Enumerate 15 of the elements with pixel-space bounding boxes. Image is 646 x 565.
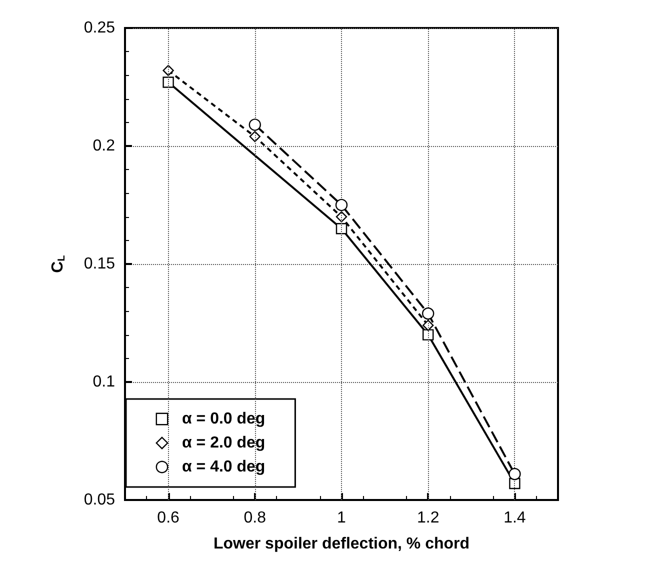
legend-label: α = 2.0 deg xyxy=(182,434,266,452)
x-tick-label: 1.2 xyxy=(416,510,440,526)
x-tick-label: 1 xyxy=(337,510,346,526)
legend-label: α = 0.0 deg xyxy=(182,410,266,428)
y-axis-title: CL xyxy=(50,255,68,273)
y-tick-label: 0.1 xyxy=(92,374,116,390)
y-tick-label: 0.2 xyxy=(92,138,116,154)
x-axis-title: Lower spoiler deflection, % chord xyxy=(213,536,470,552)
y-tick-label: 0.05 xyxy=(84,492,116,508)
x-tick-label: 1.4 xyxy=(504,510,526,526)
legend-label: α = 4.0 deg xyxy=(182,458,266,476)
x-tick-label: 0.6 xyxy=(157,510,180,526)
y-tick-label: 0.15 xyxy=(84,256,116,272)
y-tick-label: 0.25 xyxy=(84,20,116,36)
x-tick-label: 0.8 xyxy=(244,510,266,526)
